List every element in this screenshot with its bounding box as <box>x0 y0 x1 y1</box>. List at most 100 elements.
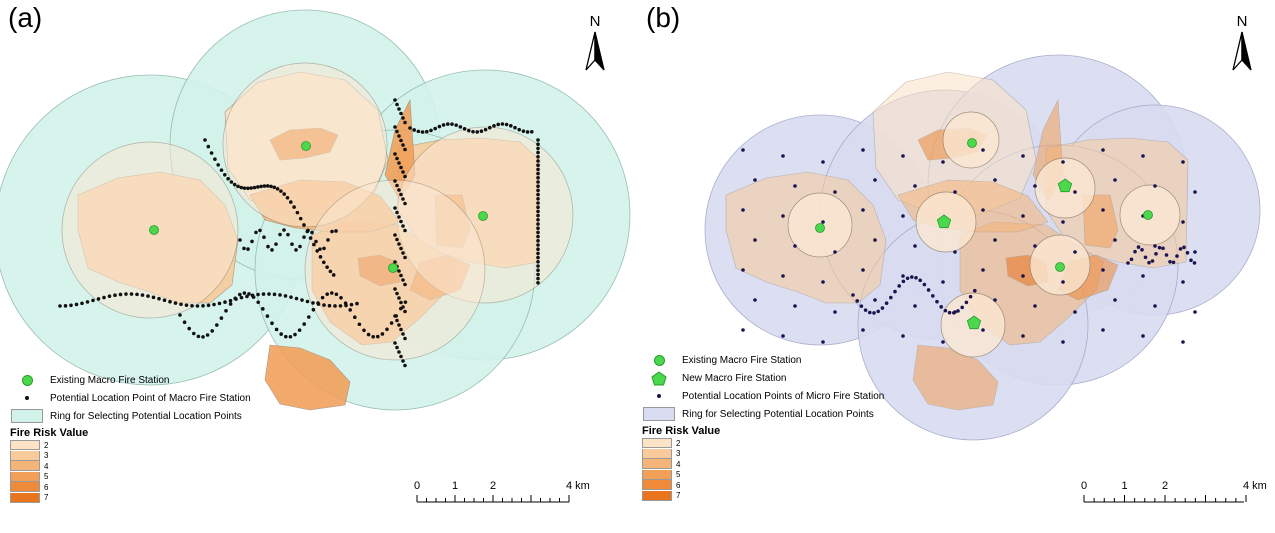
potential-location-point <box>205 333 210 337</box>
existing-fire-station <box>478 211 488 221</box>
potential-location-point <box>941 340 945 344</box>
risk-swatch <box>642 490 672 501</box>
potential-location-point <box>318 255 323 259</box>
potential-location-point <box>536 205 540 209</box>
potential-location-point <box>781 334 785 338</box>
potential-location-point <box>300 298 304 302</box>
potential-location-point <box>393 260 397 264</box>
potential-location-point <box>403 174 407 179</box>
potential-location-point <box>913 304 917 308</box>
potential-location-point <box>203 138 207 142</box>
potential-location-point <box>219 316 224 320</box>
potential-location-point <box>913 244 917 248</box>
potential-location-point <box>308 236 313 240</box>
potential-location-point <box>1126 261 1130 265</box>
potential-location-point <box>960 305 964 310</box>
potential-location-point <box>58 304 62 308</box>
potential-location-point <box>339 295 343 300</box>
legend-label: Potential Location Point of Macro Fire S… <box>50 392 251 404</box>
risk-swatch <box>642 459 672 470</box>
potential-location-point <box>1192 261 1197 265</box>
legend-label: Existing Macro Fire Station <box>682 354 802 366</box>
potential-location-point <box>395 129 399 134</box>
potential-location-point <box>884 301 889 306</box>
potential-location-point <box>403 363 407 368</box>
risk-swatch <box>10 492 40 503</box>
potential-location-point <box>496 122 501 127</box>
potential-location-point <box>1178 247 1183 251</box>
potential-location-point <box>162 298 167 303</box>
new-fire-station <box>1057 178 1073 193</box>
black-dot-icon <box>25 396 29 400</box>
potential-location-point <box>536 146 540 151</box>
potential-location-point <box>492 124 496 128</box>
potential-location-point <box>833 310 837 314</box>
potential-location-point <box>318 247 322 251</box>
potential-location-point <box>397 215 401 219</box>
risk-value-label: 4 <box>44 461 49 471</box>
potential-location-point <box>889 295 893 300</box>
potential-location-point <box>922 282 927 287</box>
potential-location-point <box>85 300 90 304</box>
potential-location-point <box>259 184 263 189</box>
potential-location-point <box>284 334 288 339</box>
potential-location-point <box>399 273 403 278</box>
potential-location-point <box>941 280 945 284</box>
risk-swatch <box>642 438 672 449</box>
potential-location-point <box>475 130 480 134</box>
risk-swatch <box>642 469 672 480</box>
potential-location-point <box>741 148 745 152</box>
map-b-canvas <box>704 54 1261 441</box>
potential-location-point <box>536 163 540 167</box>
potential-location-point <box>63 304 68 308</box>
potential-location-point <box>981 148 985 152</box>
scale-bar-a: 0 1 2 4 km <box>413 480 590 520</box>
potential-location-point <box>956 309 960 313</box>
potential-location-point <box>190 303 194 308</box>
potential-location-point <box>876 309 880 314</box>
potential-location-point <box>325 292 330 296</box>
panel-label-a: (a) <box>8 2 43 33</box>
potential-location-point <box>1143 255 1148 260</box>
potential-location-point <box>269 184 273 189</box>
potential-location-point <box>446 122 450 126</box>
risk-swatch <box>10 450 40 461</box>
potential-location-point <box>536 218 540 222</box>
potential-location-point <box>441 123 446 127</box>
potential-location-point <box>343 301 348 305</box>
potential-location-point <box>219 168 224 172</box>
potential-location-point <box>289 295 293 299</box>
potential-location-point <box>536 150 540 155</box>
potential-location-point <box>399 300 403 305</box>
potential-location-point <box>256 292 260 297</box>
risk-value-label: 7 <box>44 493 49 503</box>
potential-location-point <box>135 292 139 297</box>
potential-location-point <box>1101 148 1105 152</box>
potential-location-point <box>1129 257 1134 262</box>
north-arrow-b: N <box>1227 14 1257 79</box>
legend-item-new-station: New Macro Fire Station <box>642 369 884 387</box>
potential-location-point <box>298 216 303 221</box>
potential-location-point <box>401 278 405 282</box>
scale-label: 1 <box>1121 480 1128 492</box>
potential-location-point <box>247 292 251 296</box>
risk-class-row: 2 <box>642 438 884 449</box>
potential-location-point <box>393 179 397 183</box>
potential-location-point <box>312 242 316 247</box>
potential-location-point <box>403 309 407 314</box>
risk-value-label: 6 <box>44 482 49 492</box>
potential-location-point <box>265 184 270 188</box>
potential-location-point <box>333 304 337 308</box>
potential-location-point <box>741 328 745 332</box>
potential-location-point <box>330 229 334 234</box>
scale-label: 4 km <box>566 480 590 492</box>
potential-location-point <box>395 318 399 323</box>
potential-location-point <box>947 310 952 315</box>
potential-location-point <box>536 239 540 243</box>
potential-location-point <box>429 128 433 133</box>
potential-location-point <box>479 129 484 133</box>
potential-location-point <box>278 293 282 297</box>
existing-fire-station <box>967 138 977 148</box>
potential-location-point <box>393 233 397 237</box>
